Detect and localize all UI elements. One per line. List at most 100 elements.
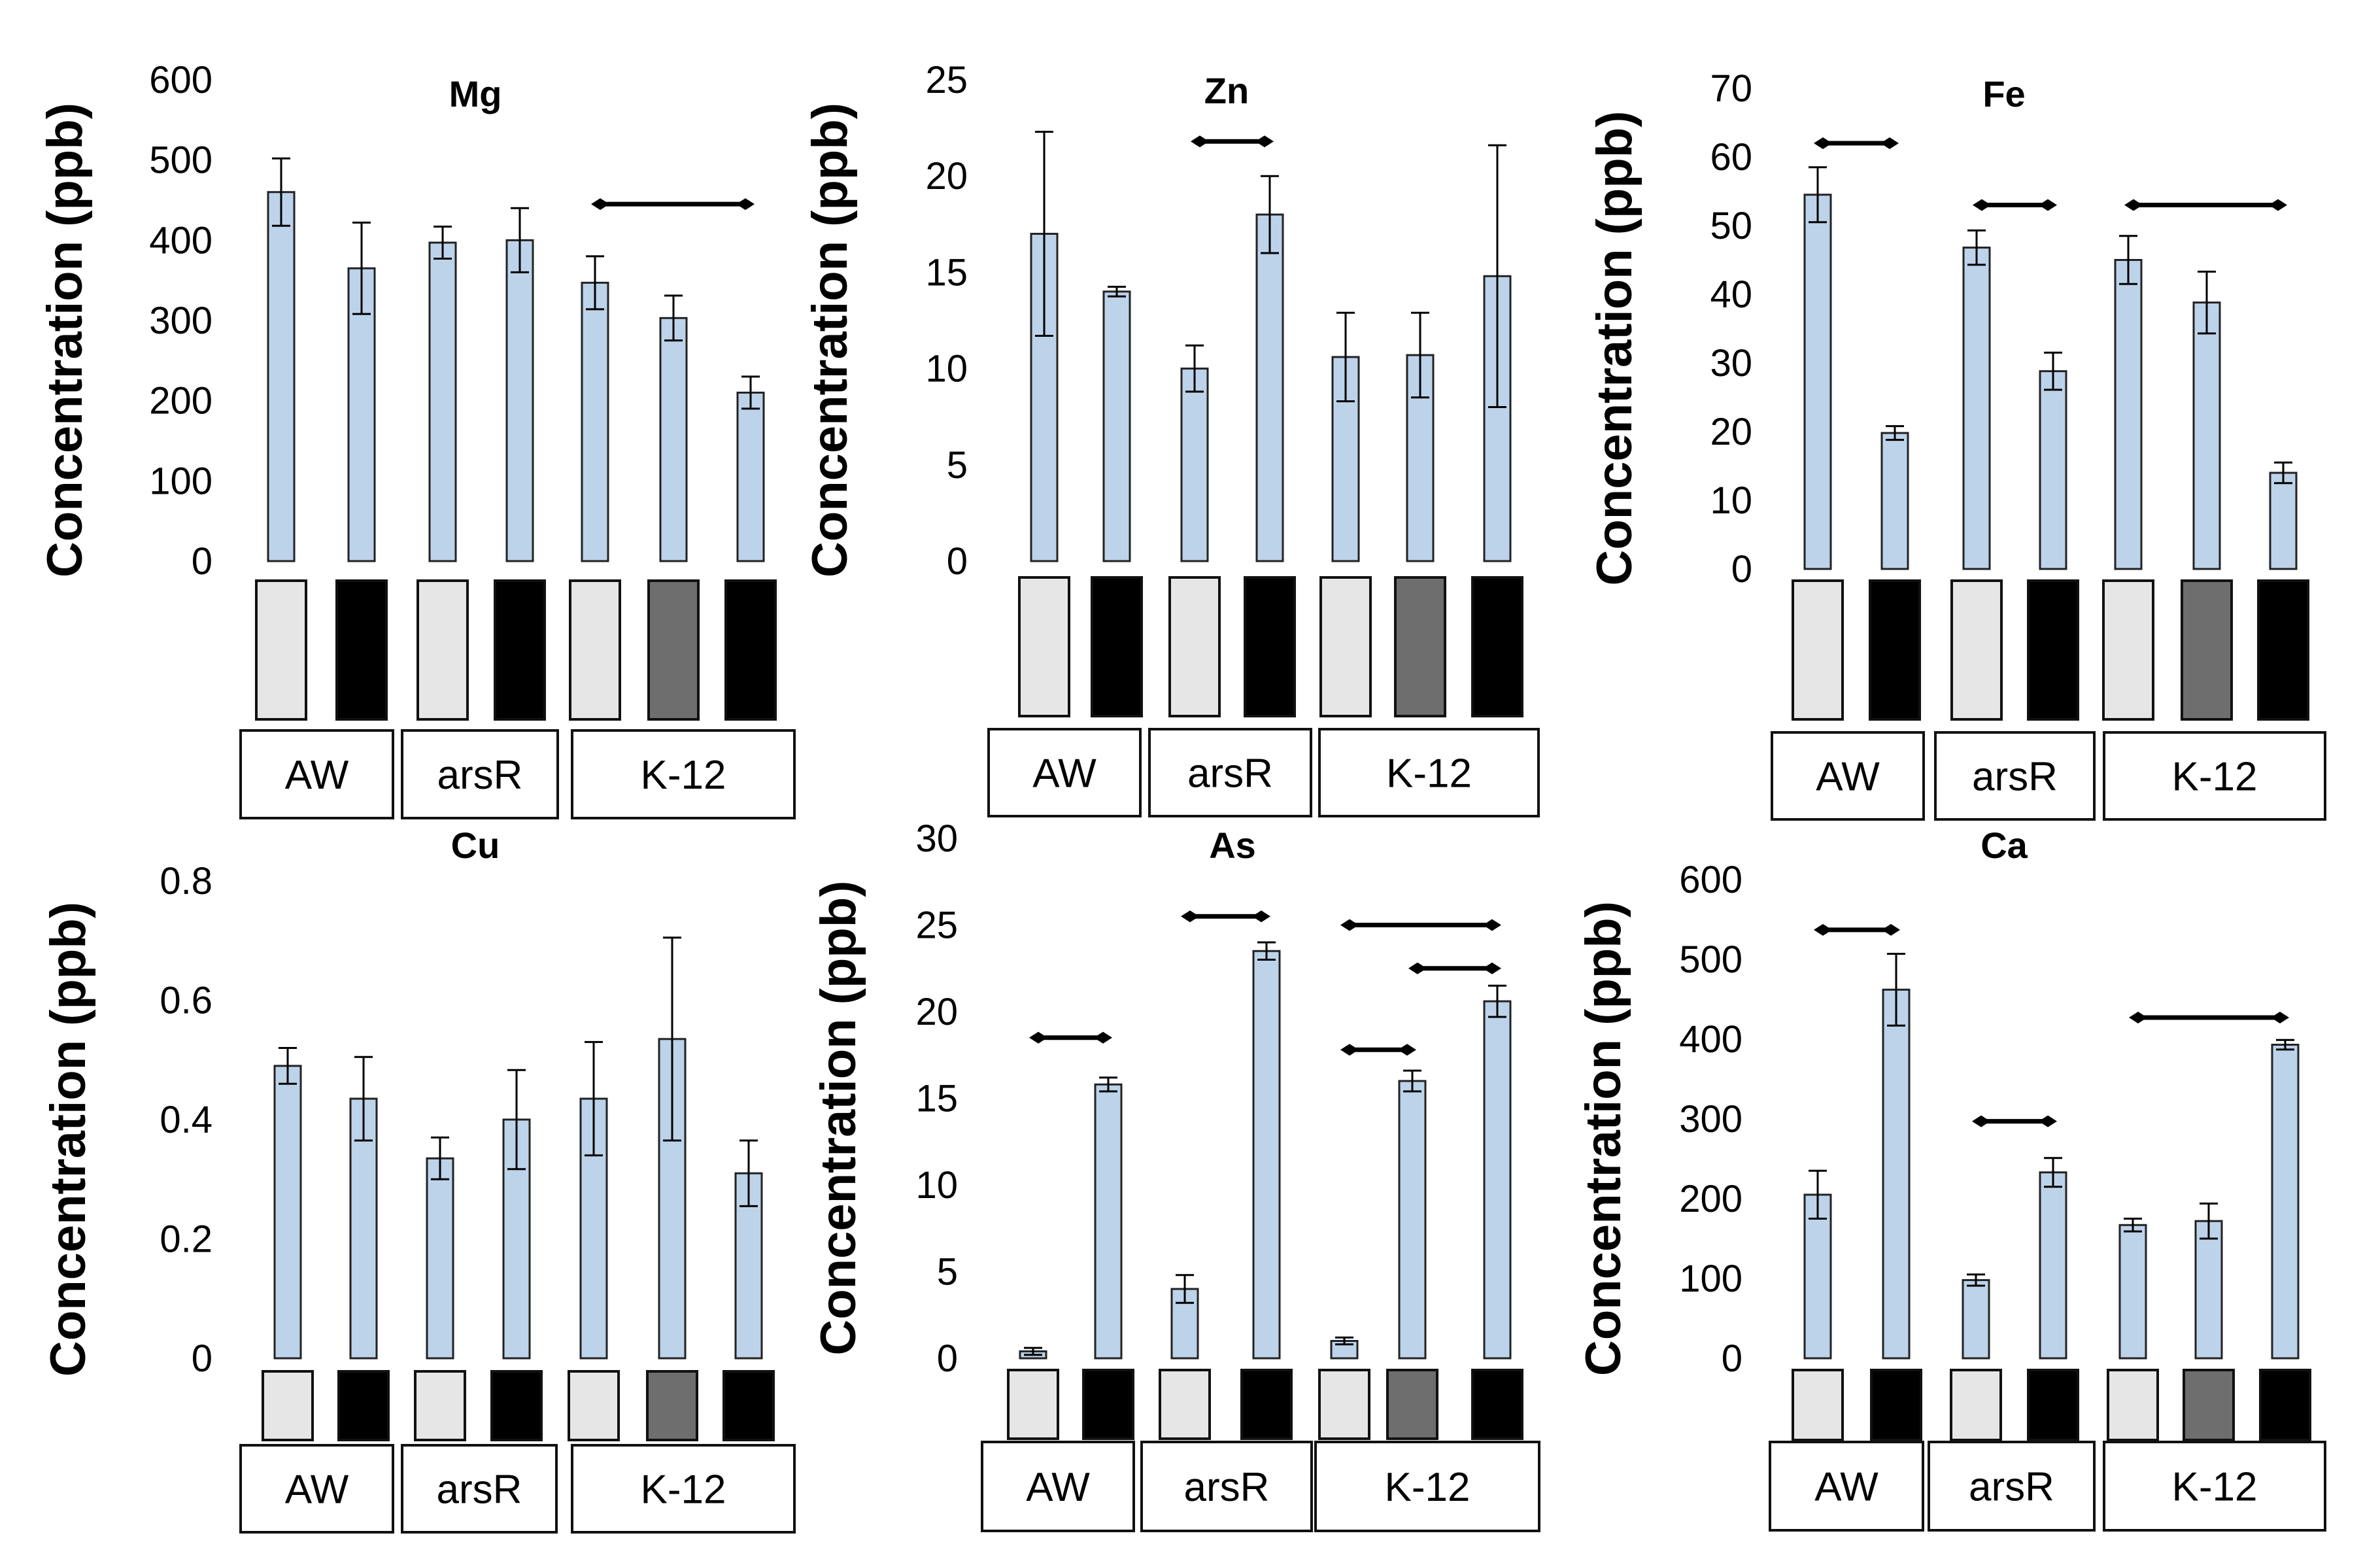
bar-7 — [736, 391, 765, 562]
chart-panel-zn: Zn Concentration (ppb) 0 5 10 15 20 25 AW arsR K-1… — [802, 59, 1540, 817]
bracket-end-left — [2129, 1012, 2147, 1024]
bar-7 — [2271, 1044, 2300, 1360]
bar-3 — [1962, 247, 1991, 570]
group-label: K-12 — [2172, 1465, 2258, 1510]
y-tick-label: 0.6 — [160, 980, 212, 1022]
y-tick-label: 0 — [192, 1337, 212, 1380]
condition-swatch-light — [2102, 579, 2154, 721]
y-tick-label: 10 — [1710, 479, 1752, 522]
condition-swatch-light — [1792, 1369, 1844, 1441]
bar-5 — [2114, 259, 2143, 570]
condition-swatch-light — [1318, 1369, 1370, 1440]
bracket-end-right — [1094, 1031, 1112, 1044]
y-axis-label: Concentration (ppb) — [1587, 111, 1642, 585]
group-label: K-12 — [641, 753, 726, 798]
bracket-end-left — [1814, 923, 1832, 936]
condition-swatch-dark — [337, 1370, 390, 1441]
y-tick-label: 5 — [937, 1251, 958, 1294]
y-tick-label: 500 — [1679, 938, 1742, 981]
bracket-end-right — [2269, 199, 2287, 211]
condition-swatch-grey — [647, 579, 700, 721]
bar-4 — [1252, 950, 1281, 1360]
bar-1 — [267, 191, 296, 562]
group-label: AW — [285, 753, 349, 798]
condition-swatch-light — [414, 1370, 466, 1441]
group-label: arsR — [437, 1467, 522, 1513]
y-tick-label: 400 — [1679, 1018, 1742, 1061]
bar-1 — [273, 1065, 302, 1360]
bracket-end-left — [1191, 135, 1209, 148]
condition-swatch-dark — [335, 579, 388, 721]
bar-2 — [1882, 988, 1911, 1360]
group-label-box — [2103, 731, 2326, 821]
y-axis-label: Concentration (ppb) — [37, 103, 93, 577]
y-tick-label: 500 — [149, 139, 212, 182]
condition-swatch-light — [262, 1370, 314, 1441]
y-tick-label: 40 — [1710, 273, 1752, 316]
chart-panel-as: As Concentration (ppb) 0 5 10 15 20 25 30 AW arsR K… — [811, 817, 1540, 1532]
group-label: arsR — [1184, 1465, 1270, 1510]
condition-swatch-light — [1319, 576, 1372, 717]
bar-2 — [1102, 290, 1131, 562]
condition-swatch-grey — [2181, 579, 2233, 721]
chart-panel-ca: Ca Concentration (ppb) 0 100 200 300 400 500 600… — [1576, 825, 2326, 1532]
chart-title: Ca — [1980, 825, 2028, 866]
bar-4 — [1255, 213, 1284, 562]
bracket-end-right — [1398, 1044, 1416, 1056]
group-label-box — [1318, 728, 1540, 817]
condition-swatch-dark — [2259, 1369, 2311, 1441]
chart-panel-cu: Cu Concentration (ppb) 0 0.2 0.4 0.6 0.8 AW arsR… — [41, 825, 796, 1534]
y-tick-label: 0 — [192, 540, 212, 583]
bracket-end-right — [1252, 910, 1270, 923]
bracket-end-right — [1483, 962, 1501, 974]
condition-swatch-dark — [1240, 1369, 1293, 1440]
group-label-box — [981, 1441, 1135, 1532]
group-label-box — [571, 729, 796, 819]
bracket-end-left — [1181, 910, 1199, 923]
y-tick-label: 200 — [1679, 1178, 1742, 1220]
condition-swatch-dark — [490, 1370, 543, 1441]
bar-2 — [347, 267, 376, 562]
condition-swatch-dark — [1870, 1369, 1922, 1441]
condition-swatch-dark — [2027, 1369, 2079, 1441]
chart-panel-mg: Mg Concentration (ppb) 0 100 200 300 400 500 600… — [37, 59, 796, 819]
y-tick-label: 20 — [915, 991, 958, 1033]
bar-5 — [581, 281, 609, 562]
group-label-box — [987, 728, 1142, 817]
group-label: AW — [1032, 751, 1096, 797]
bar-7 — [1483, 1000, 1512, 1360]
condition-swatch-dark — [2027, 579, 2079, 721]
y-tick-label: 50 — [1710, 205, 1752, 247]
bar-6 — [659, 317, 688, 562]
y-tick-label: 100 — [1679, 1258, 1742, 1300]
y-tick-label: 30 — [1710, 342, 1752, 385]
y-axis-label: Concentration (ppb) — [811, 880, 866, 1355]
group-label: AW — [1814, 1465, 1878, 1510]
y-tick-label: 25 — [915, 904, 958, 947]
group-label-box — [1934, 731, 2096, 821]
y-tick-label: 25 — [925, 59, 968, 101]
bracket-end-right — [1255, 135, 1274, 148]
group-label-box — [239, 729, 394, 819]
bracket-end-right — [2039, 199, 2057, 211]
bracket-end-left — [1973, 199, 1991, 211]
condition-swatch-light — [416, 579, 469, 721]
bar-3 — [1962, 1278, 1990, 1360]
y-tick-label: 300 — [1679, 1098, 1742, 1141]
bar-3 — [426, 1157, 454, 1360]
chart-panel-fe: Fe Concentration (ppb) 0 10 20 30 40 50 60 70 AW ar… — [1587, 67, 2326, 821]
chart-title: Zn — [1204, 70, 1249, 111]
condition-swatch-dark — [1869, 579, 1921, 721]
condition-swatch-dark — [494, 579, 546, 721]
bar-6 — [658, 1038, 687, 1360]
condition-swatch-dark — [724, 579, 777, 721]
bar-1 — [1803, 194, 1832, 570]
y-axis-label: Concentration (ppb) — [41, 902, 96, 1377]
y-tick-label: 0.4 — [160, 1099, 212, 1141]
group-label-box — [401, 729, 559, 819]
bar-4 — [505, 239, 534, 562]
y-tick-label: 600 — [149, 59, 212, 101]
bracket-end-right — [736, 198, 755, 211]
bar-6 — [2194, 1220, 2223, 1360]
condition-swatch-dark — [1471, 1369, 1523, 1440]
